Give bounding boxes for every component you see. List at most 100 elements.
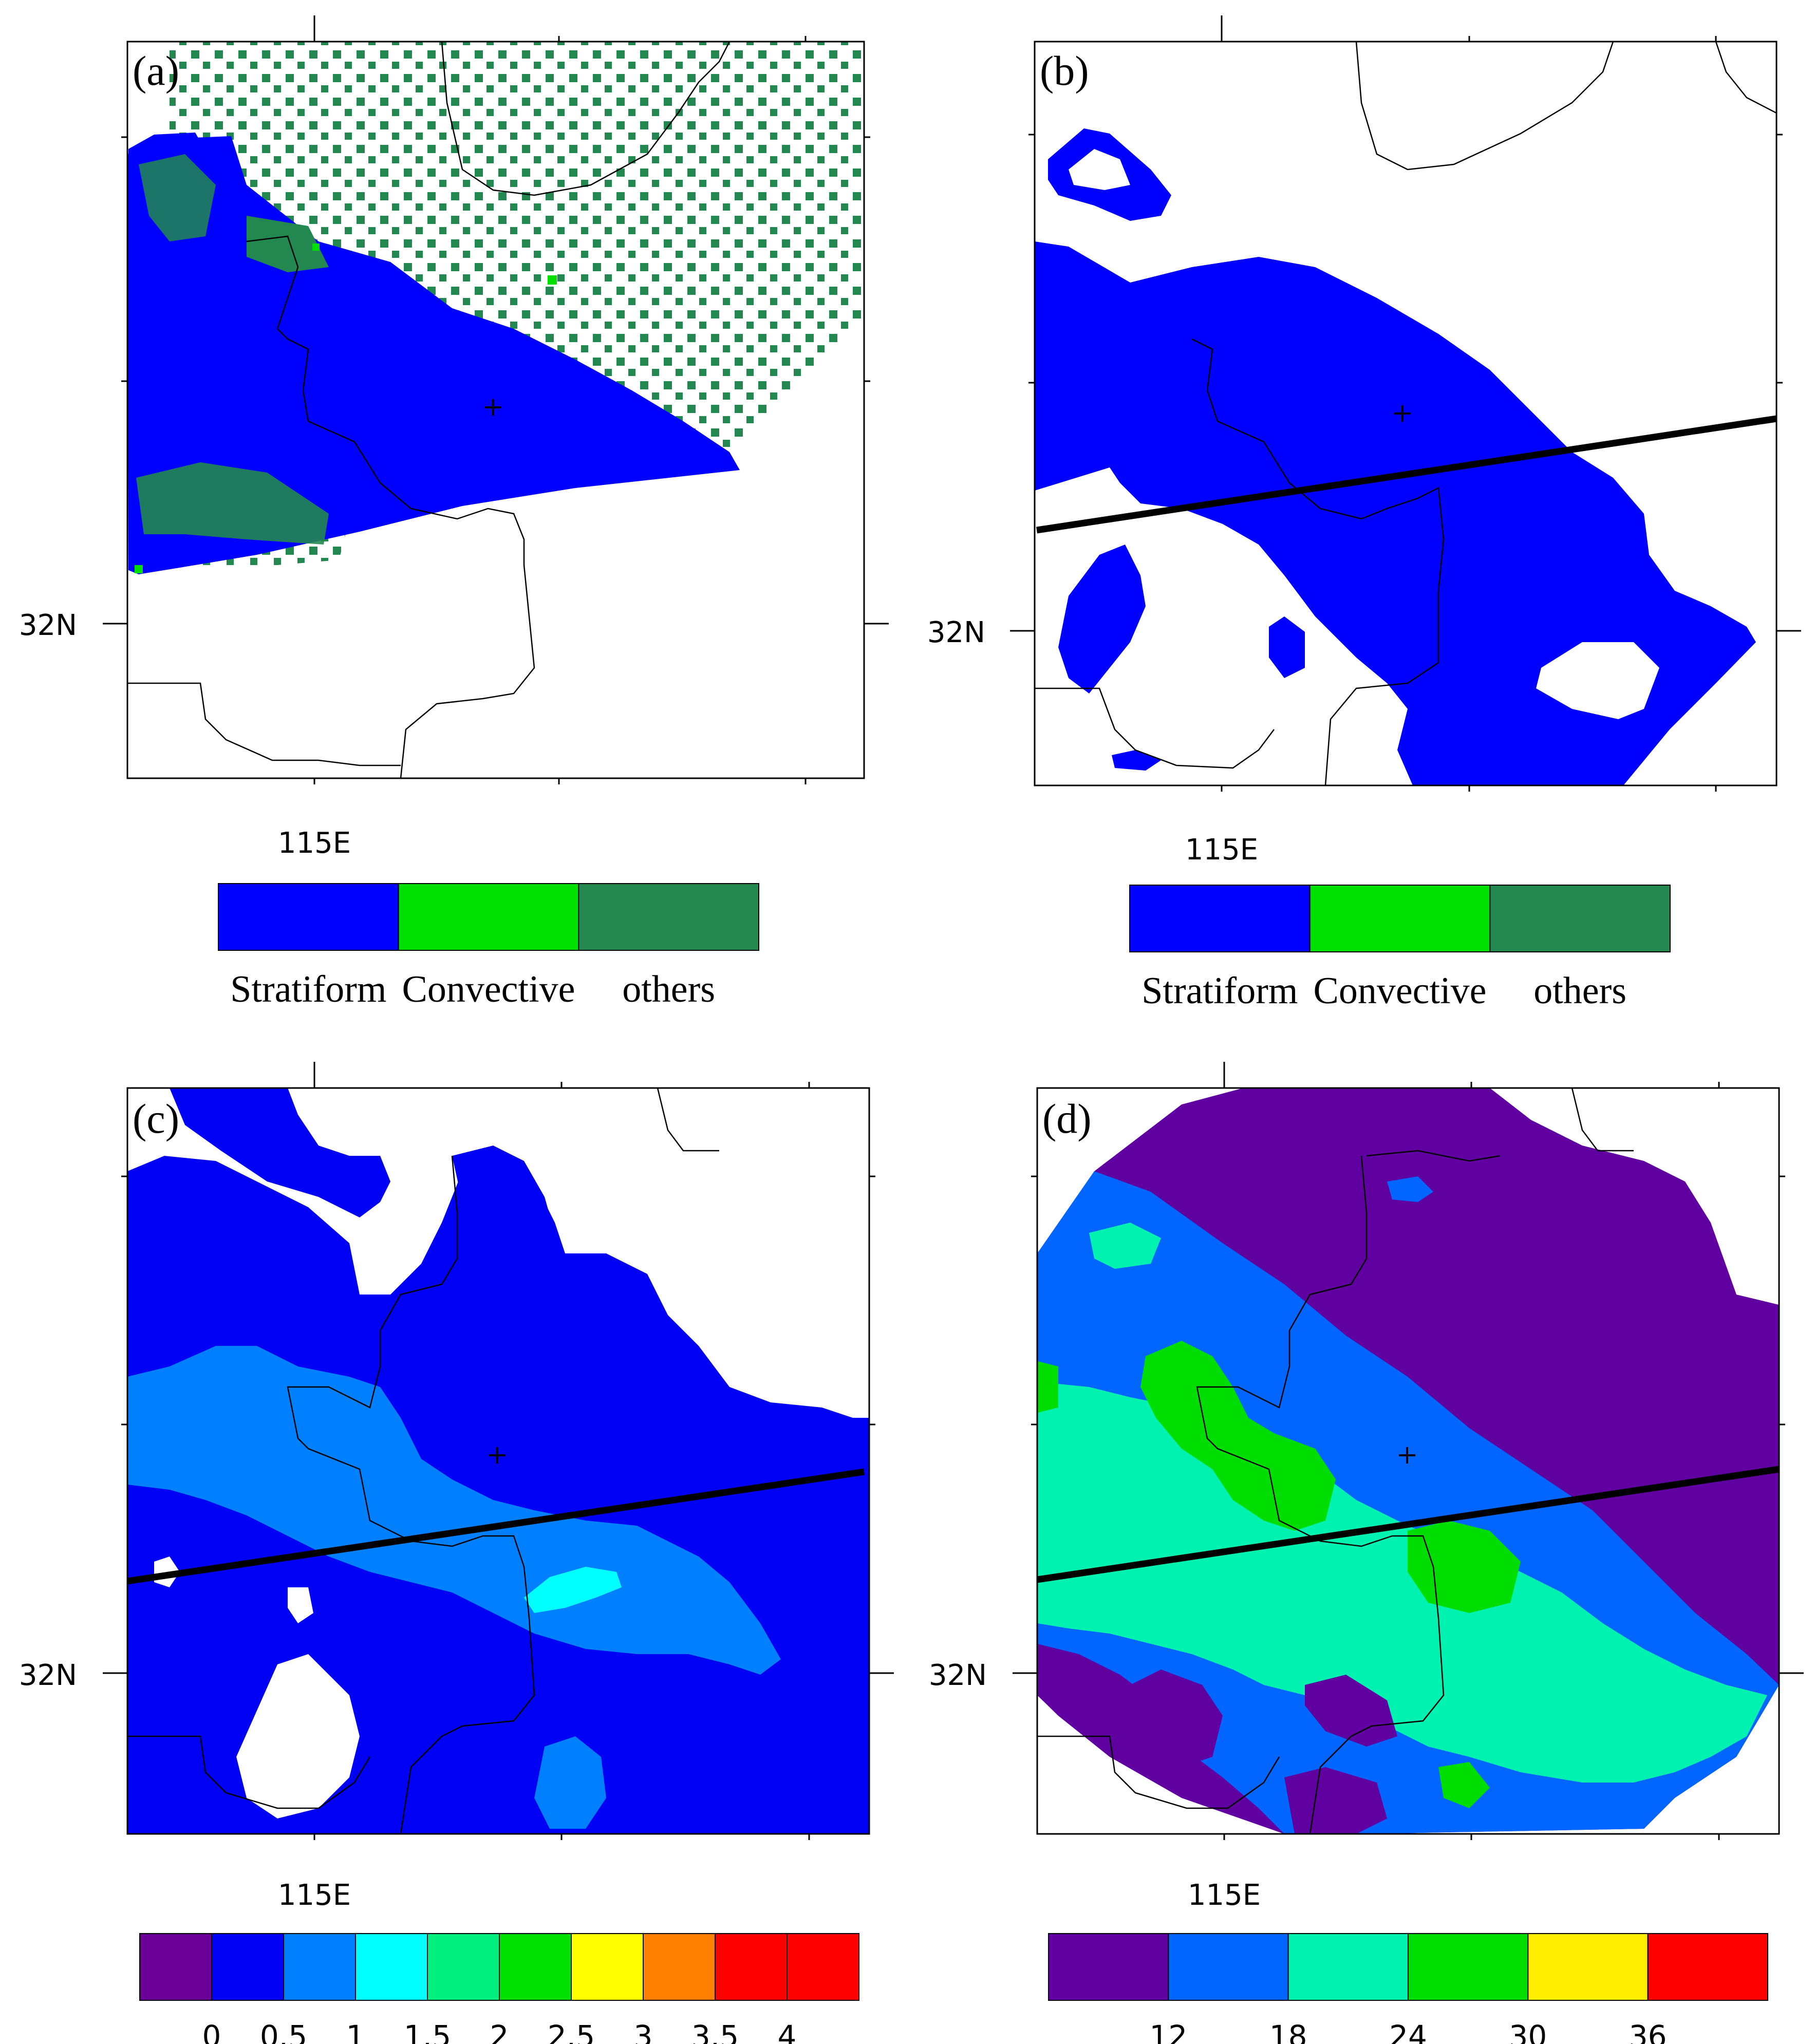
- panel-c-station-marker: [489, 1447, 506, 1464]
- panel-a-convective-pixel-3: [312, 243, 320, 251]
- panel-c-white-hole-left: [236, 1654, 360, 1818]
- panel-a-y-tick-label: 32N: [19, 609, 77, 642]
- panel-c-colorbar-box-8: [715, 1933, 788, 2001]
- panel-d-boundary-line: [1196, 1155, 1445, 1834]
- panel-b-station-marker: [1394, 405, 1411, 422]
- panel-b-cross-section-line: [1036, 415, 1776, 534]
- panel-c-colorbar-frame: [139, 1933, 859, 2001]
- panel-c-frame: [126, 1087, 870, 1835]
- panel-c-boundary-line-2: [127, 1735, 371, 1809]
- panel-d-colorbar-tick-0: 12: [1149, 2019, 1187, 2044]
- panel-d-boundary-line-3: [1571, 1088, 1634, 1152]
- panel-c-x-tick-label: 115E: [278, 1879, 351, 1912]
- panel-d-level-18-blob-top: [1387, 1176, 1433, 1202]
- panel-b-legend-label-0: Stratiform: [1142, 970, 1298, 1012]
- panel-b-boundary-line: [1355, 42, 1614, 171]
- panel-c-level-2-region: [127, 1346, 781, 1675]
- panel-d-level-12-blob-lower-right: [1305, 1675, 1397, 1747]
- panel-a-others-cluster-mid: [247, 216, 329, 272]
- panel-b: (b) 32N 115E Stratiform Convective others: [927, 15, 1801, 1012]
- panel-b-boundary-line-4: [1715, 42, 1776, 114]
- panel-c-colorbar-tick-2: 1: [346, 2019, 365, 2044]
- panel-c-level-1-top-2: [452, 1146, 555, 1243]
- panel-a-frame: [126, 41, 865, 779]
- panel-a-legend-frame: [218, 883, 759, 951]
- panel-d-level-24-region: [1037, 1382, 1767, 1783]
- panel-b-y-tick-label: 32N: [927, 616, 985, 649]
- panel-d-colorbar-frame: [1048, 1933, 1768, 2001]
- panel-d-colorbar-box-2: [1287, 1933, 1409, 2001]
- panel-c-legend: 0 0.5 1 1.5 2 2.5 3 3.5 4: [139, 1933, 859, 2044]
- panel-a-legend-swatch-2: [578, 883, 760, 951]
- panel-c: (c) 32N 115E 0 0.5 1 1.5 2 2.5 3 3.5 4: [19, 1062, 894, 2044]
- panel-c-colorbar-box-5: [499, 1933, 572, 2001]
- panel-d-level-30-blob-small: [1038, 1361, 1058, 1413]
- panel-c-label: (c): [133, 1095, 179, 1142]
- panel-a-legend-swatch-1: [398, 883, 579, 951]
- panel-d-colorbar-box-3: [1408, 1933, 1529, 2001]
- panel-a-boundary-line: [441, 42, 731, 196]
- panel-c-colorbar-box-3: [355, 1933, 428, 2001]
- panel-b-x-tick-label: 115E: [1185, 833, 1258, 867]
- panel-b-stratiform-blob-mid: [1112, 750, 1161, 771]
- panel-c-ticks: [103, 1062, 894, 1840]
- panel-a-legend: Stratiform Convective others: [218, 883, 760, 1010]
- panel-c-colorbar-box-6: [571, 1933, 644, 2001]
- panel-c-white-hole-small-2: [288, 1587, 313, 1623]
- panel-a-legend-label-1: Convective: [402, 968, 575, 1010]
- panel-b-legend-swatch-0: [1129, 885, 1311, 952]
- panel-d-colorbar-box-4: [1527, 1933, 1649, 2001]
- panel-d-boundary-line-2: [1366, 1150, 1501, 1162]
- panel-c-boundary-line: [287, 1155, 535, 1834]
- panel-b-legend-swatch-2: [1489, 885, 1671, 952]
- panel-d-level-12-blob-bottom: [1284, 1767, 1387, 1834]
- panel-c-colorbar-box-9: [787, 1933, 859, 2001]
- panel-a-others-cluster-lower-left: [136, 462, 329, 545]
- panel-d-level-24-blob-top: [1089, 1223, 1161, 1269]
- panel-b-legend: Stratiform Convective others: [1129, 885, 1671, 1012]
- panel-d-legend: 12 18 24 30 36: [1048, 1933, 1769, 2044]
- panel-b-frame: [1034, 41, 1777, 786]
- panel-d-level-12-blob-lower-left: [1130, 1670, 1223, 1767]
- panel-d: (d) 32N 115E 12 18 24 30 36: [929, 1062, 1804, 2044]
- panel-a-boundary-line-2: [287, 338, 535, 778]
- panel-b-legend-label-1: Convective: [1313, 970, 1486, 1012]
- panel-c-colorbar-tick-3: 1.5: [404, 2019, 451, 2044]
- panel-d-label: (d): [1042, 1095, 1092, 1142]
- panel-c-cross-section-line: [127, 1468, 865, 1585]
- panel-d-x-tick-label: 115E: [1188, 1879, 1261, 1912]
- panel-b-white-hole-top: [1069, 149, 1130, 190]
- panel-d-boundary-line-4: [1037, 1735, 1280, 1809]
- panel-c-colorbar-box-4: [427, 1933, 500, 2001]
- panel-d-ticks: [1013, 1062, 1804, 1840]
- panel-a-boundary-line-3: [127, 682, 401, 766]
- panel-d-colorbar-tick-2: 24: [1389, 2019, 1427, 2044]
- panel-d-cross-section-line: [1037, 1466, 1779, 1583]
- panel-c-level-2-blob: [534, 1736, 606, 1829]
- panel-a-convective-pixel: [548, 275, 557, 285]
- panel-a-others-cluster-upper-left: [139, 154, 216, 241]
- panel-c-colorbar-tick-7: 3.5: [691, 2019, 739, 2044]
- panel-d-level-30-region: [1140, 1341, 1336, 1531]
- panel-d-frame: [1036, 1087, 1780, 1835]
- panel-b-boundary-line-2: [1191, 338, 1445, 785]
- panel-d-white-corner-top-right: [1490, 1088, 1779, 1305]
- panel-b-legend-swatch-1: [1309, 885, 1491, 952]
- panel-d-white-corner-top-left: [1037, 1088, 1243, 1253]
- panel-c-level-1-top: [170, 1088, 390, 1217]
- panel-b-legend-frame: [1129, 885, 1671, 952]
- panel-b-stratiform-blob-small: [1269, 616, 1305, 678]
- panel-a: (a) 32N 115E Stratiform Convective others: [19, 15, 889, 1010]
- panel-c-colorbar-box-0: [139, 1933, 212, 2001]
- panel-a-ticks: [103, 15, 889, 784]
- panel-c-colorbar-tick-1: 0.5: [260, 2019, 307, 2044]
- panel-b-white-hole-right: [1536, 642, 1659, 719]
- panel-c-colorbar-tick-5: 2.5: [548, 2019, 595, 2044]
- panel-c-colorbar-box-2: [283, 1933, 356, 2001]
- panel-a-boundary-line-4: [246, 235, 299, 340]
- panel-a-legend-label-0: Stratiform: [230, 968, 386, 1010]
- panel-a-label: (a): [133, 47, 179, 94]
- panel-d-station-marker: [1399, 1447, 1415, 1464]
- panel-b-legend-label-2: others: [1533, 970, 1626, 1012]
